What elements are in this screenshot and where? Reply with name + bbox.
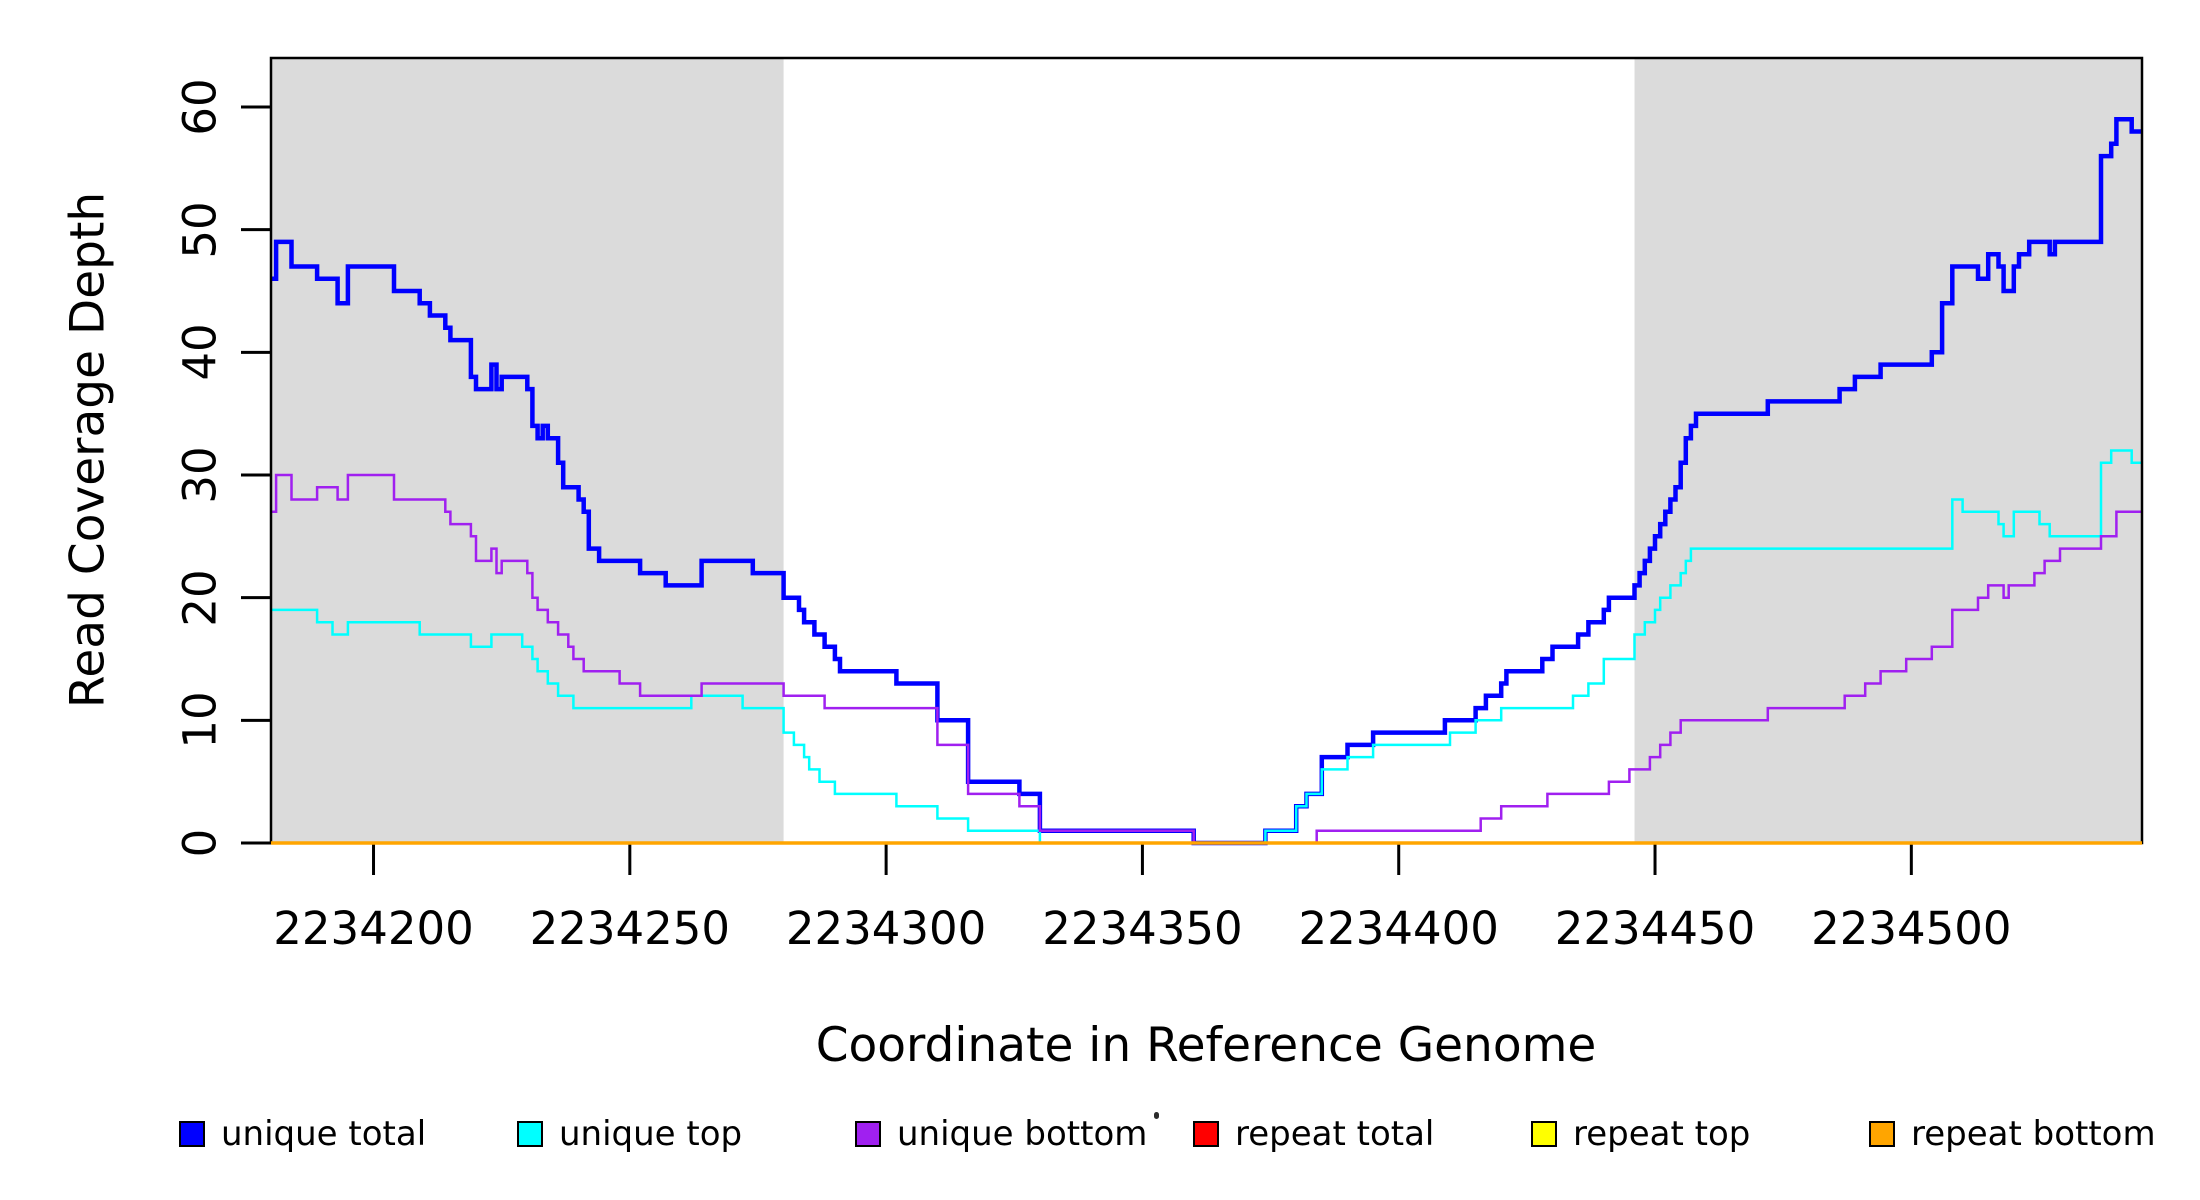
legend-label: repeat top [1573,1114,1751,1154]
legend-item-repeat-top: repeat top [1531,1114,1751,1154]
x-tick-label: 2234200 [273,902,474,955]
legend-item-repeat-total: repeat total [1193,1114,1435,1154]
y-tick-label: 0 [173,828,227,858]
legend-label: repeat bottom [1911,1114,2156,1154]
legend-swatch-repeat-total [1193,1121,1219,1147]
legend-item-unique-bottom: unique bottom [855,1114,1148,1154]
legend-swatch-unique-total [179,1121,205,1147]
y-tick-label: 40 [173,323,227,381]
legend-label: unique bottom [897,1114,1148,1154]
y-tick-label: 60 [173,78,227,136]
x-tick-label: 2234250 [529,902,731,955]
series-line-unique-bottom [271,473,2142,845]
y-tick-label: 20 [173,569,227,627]
y-tick-label: 30 [173,446,227,504]
y-tick-label: 50 [173,201,227,259]
legend-label: repeat total [1235,1114,1435,1154]
legend-label: unique total [221,1114,427,1154]
x-tick-label: 2234400 [1298,902,1499,955]
y-tick-label: 10 [173,691,227,749]
y-axis-title: Read Coverage Depth [60,191,116,709]
legend-swatch-repeat-bottom [1869,1121,1895,1147]
legend-swatch-unique-bottom [855,1121,881,1147]
legend-label: unique top [559,1114,743,1154]
x-axis-title: Coordinate in Reference Genome [815,1018,1597,1073]
x-tick-label: 2234500 [1811,902,2012,955]
x-tick-label: 2234450 [1554,902,1756,955]
stray-mark [1154,1112,1159,1119]
series-line-unique-top [271,449,2142,845]
x-tick-label: 2234350 [1042,902,1243,955]
shaded-region [1634,58,2142,843]
shaded-region [271,58,784,843]
legend-swatch-repeat-top [1531,1121,1557,1147]
legend-item-repeat-bottom: repeat bottom [1869,1114,2156,1154]
legend-item-unique-top: unique top [517,1114,743,1154]
legend-swatch-unique-top [517,1121,543,1147]
x-tick-label: 2234300 [785,902,987,955]
legend-item-unique-total: unique total [179,1114,427,1154]
